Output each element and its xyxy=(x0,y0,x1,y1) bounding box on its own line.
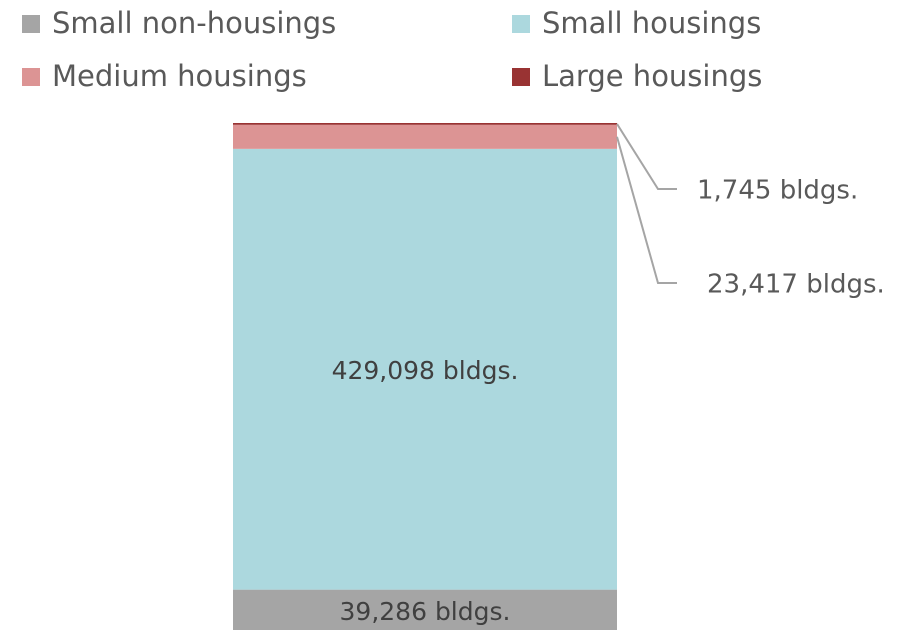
leader-line xyxy=(616,123,677,190)
bar-segment xyxy=(233,124,617,149)
bar-segment xyxy=(233,148,617,590)
legend-swatch xyxy=(22,15,40,33)
legend-label: Large housings xyxy=(542,59,762,93)
legend-label: Medium housings xyxy=(52,59,307,93)
bar-segment xyxy=(233,589,617,630)
value-label: 429,098 bldgs. xyxy=(332,356,519,385)
value-label: 39,286 bldgs. xyxy=(340,597,511,626)
value-label: 1,745 bldgs. xyxy=(697,176,858,206)
legend-swatch xyxy=(512,68,530,86)
legend-swatch xyxy=(512,15,530,33)
legend-label: Small housings xyxy=(542,6,761,40)
leader-line xyxy=(616,136,677,284)
legend-swatch xyxy=(22,68,40,86)
legend-label: Small non-housings xyxy=(52,6,336,40)
bar-segment xyxy=(233,123,617,125)
value-label: 23,417 bldgs. xyxy=(707,270,885,300)
